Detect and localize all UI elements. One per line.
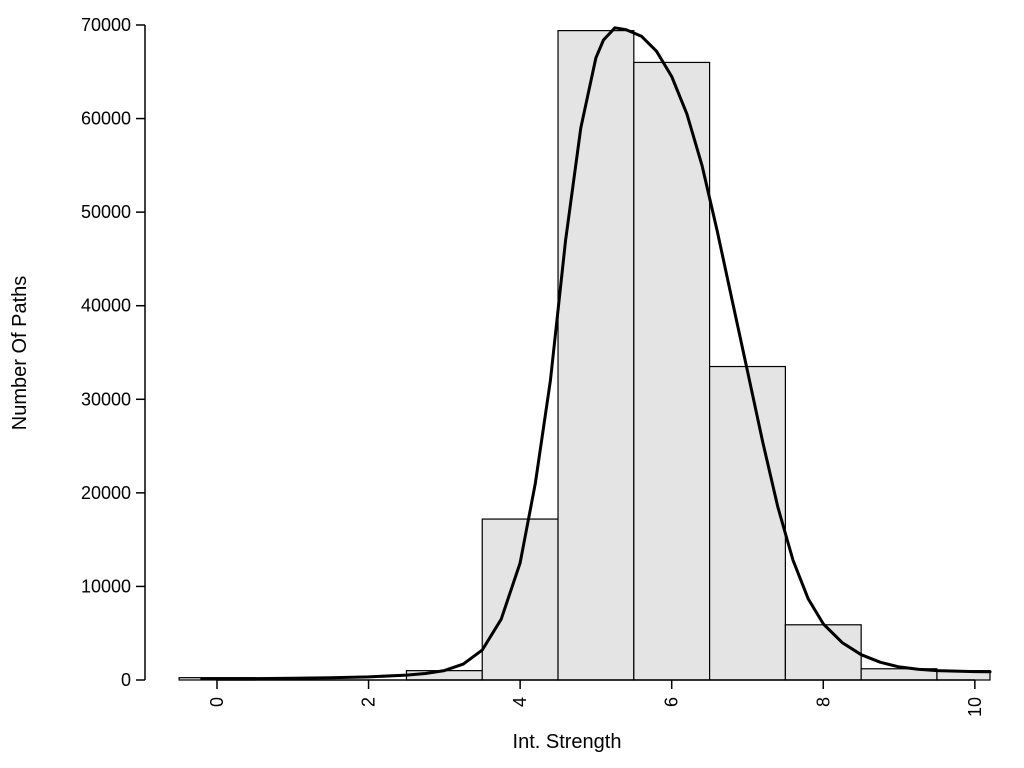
y-tick-label: 60000: [81, 109, 131, 129]
x-tick-label: 0: [207, 697, 227, 707]
x-tick-label: 4: [510, 697, 530, 707]
y-tick-label: 10000: [81, 576, 131, 596]
density-curve: [200, 26, 992, 681]
x-tick-label: 6: [662, 697, 682, 707]
density-curve-group: [200, 26, 992, 681]
y-tick-label: 0: [121, 670, 131, 690]
y-axis-title: Number Of Paths: [9, 276, 31, 431]
histogram-bar: [557, 30, 635, 681]
histogram-bars: [178, 30, 991, 681]
histogram-bar: [633, 61, 711, 681]
y-axis: 0 10000 20000 30000 40000 50000 60000 70000: [81, 15, 146, 690]
y-tick-label: 30000: [81, 389, 131, 409]
y-tick-label: 70000: [81, 15, 131, 35]
x-tick-label: 10: [965, 697, 985, 717]
histogram-bar: [708, 365, 786, 681]
x-axis-title: Int. Strength: [513, 731, 622, 753]
y-tick-label: 50000: [81, 202, 131, 222]
y-tick-label: 20000: [81, 483, 131, 503]
x-axis: 0 2 4 6 8 10: [207, 679, 985, 717]
x-tick-label: 8: [813, 697, 833, 707]
histogram-bar: [481, 518, 559, 681]
x-tick-label: 2: [359, 697, 379, 707]
y-tick-label: 40000: [81, 296, 131, 316]
histogram-bar: [784, 624, 862, 681]
